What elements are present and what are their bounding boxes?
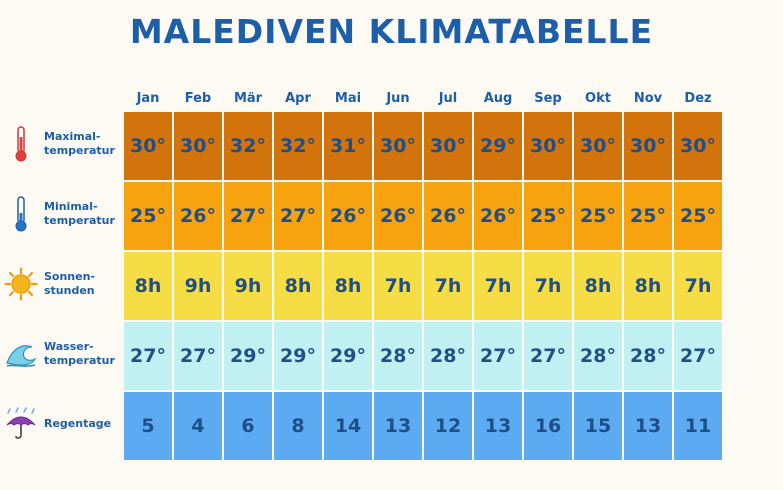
table-cell-water: 28° [374,322,422,390]
table-cell-max: 30° [174,112,222,180]
table-cell-water: 29° [324,322,372,390]
table-cell-min: 26° [474,182,522,250]
table-cell-sun: 7h [474,252,522,320]
month-header: Dez [684,91,712,106]
row-label-text: Regentage [44,417,112,430]
table-cell-min: 26° [424,182,472,250]
table-cell-sun: 8h [124,252,172,320]
month-header: Okt [585,91,611,106]
table-cell-max: 30° [674,112,722,180]
table-cell-sun: 8h [624,252,672,320]
table-cell-water: 28° [574,322,622,390]
table-cell-water: 27° [524,322,572,390]
umbrella-rain-icon [4,404,38,444]
table-cell-rain: 4 [174,392,222,460]
climate-table: Jan Feb Mär Apr Mai Jun Jul Aug Sep Okt Nov Dez 30° 3… [124,88,722,460]
row-label-text: Maximal- temperatur [44,130,115,157]
table-cell-max: 32° [274,112,322,180]
table-cell-max: 30° [624,112,672,180]
month-header: Jan [136,91,160,106]
table-cell-min: 26° [374,182,422,250]
table-cell-min: 25° [124,182,172,250]
table-cell-max: 30° [524,112,572,180]
thermometer-cold-icon [4,194,38,234]
table-cell-rain: 15 [574,392,622,460]
wave-icon [4,334,38,374]
table-cell-water: 27° [674,322,722,390]
table-cell-water: 28° [424,322,472,390]
table-cell-min: 25° [574,182,622,250]
table-cell-min: 25° [624,182,672,250]
row-label-sun-hours: Sonnen- stunden [4,250,122,318]
table-cell-min: 25° [524,182,572,250]
month-header: Mai [334,91,362,106]
table-cell-sun: 8h [274,252,322,320]
table-cell-max: 30° [424,112,472,180]
table-cell-water: 27° [474,322,522,390]
row-label-text: Minimal- temperatur [44,200,115,227]
table-cell-sun: 8h [324,252,372,320]
table-cell-min: 26° [174,182,222,250]
table-cell-rain: 8 [274,392,322,460]
table-cell-rain: 6 [224,392,272,460]
thermometer-hot-icon [4,124,38,164]
table-cell-rain: 12 [424,392,472,460]
month-header: Jul [438,91,458,106]
table-cell-sun: 8h [574,252,622,320]
table-cell-max: 32° [224,112,272,180]
table-cell-rain: 13 [624,392,672,460]
table-cell-sun: 9h [174,252,222,320]
table-cell-max: 30° [574,112,622,180]
table-cell-water: 29° [224,322,272,390]
table-cell-sun: 9h [224,252,272,320]
table-cell-min: 25° [674,182,722,250]
table-cell-min: 27° [224,182,272,250]
table-cell-rain: 16 [524,392,572,460]
table-cell-rain: 11 [674,392,722,460]
table-cell-sun: 7h [674,252,722,320]
month-header: Nov [633,91,663,106]
table-cell-max: 30° [124,112,172,180]
row-label-max-temp: Maximal- temperatur [4,110,122,178]
sun-icon [4,264,38,304]
month-header: Mär [233,91,263,106]
chart-title: MALEDIVEN KLIMATABELLE [129,12,654,51]
table-cell-water: 28° [624,322,672,390]
table-cell-water: 29° [274,322,322,390]
month-header: Jun [386,91,410,106]
table-cell-water: 27° [124,322,172,390]
table-cell-min: 27° [274,182,322,250]
table-cell-rain: 13 [374,392,422,460]
table-cell-min: 26° [324,182,372,250]
table-cell-sun: 7h [524,252,572,320]
row-label-water-temp: Wasser- temperatur [4,320,122,388]
table-cell-rain: 14 [324,392,372,460]
table-cell-sun: 7h [374,252,422,320]
row-label-min-temp: Minimal- temperatur [4,180,122,248]
table-cell-water: 27° [174,322,222,390]
row-label-text: Wasser- temperatur [44,340,115,367]
month-header: Aug [483,91,513,106]
table-cell-rain: 13 [474,392,522,460]
table-cell-rain: 5 [124,392,172,460]
table-cell-sun: 7h [424,252,472,320]
table-cell-max: 30° [374,112,422,180]
month-header: Sep [534,91,562,106]
month-header: Apr [285,91,311,106]
table-cell-max: 31° [324,112,372,180]
row-label-text: Sonnen- stunden [44,270,95,297]
table-cell-max: 29° [474,112,522,180]
month-header: Feb [184,91,212,106]
row-label-rain-days: Regentage [4,390,122,458]
